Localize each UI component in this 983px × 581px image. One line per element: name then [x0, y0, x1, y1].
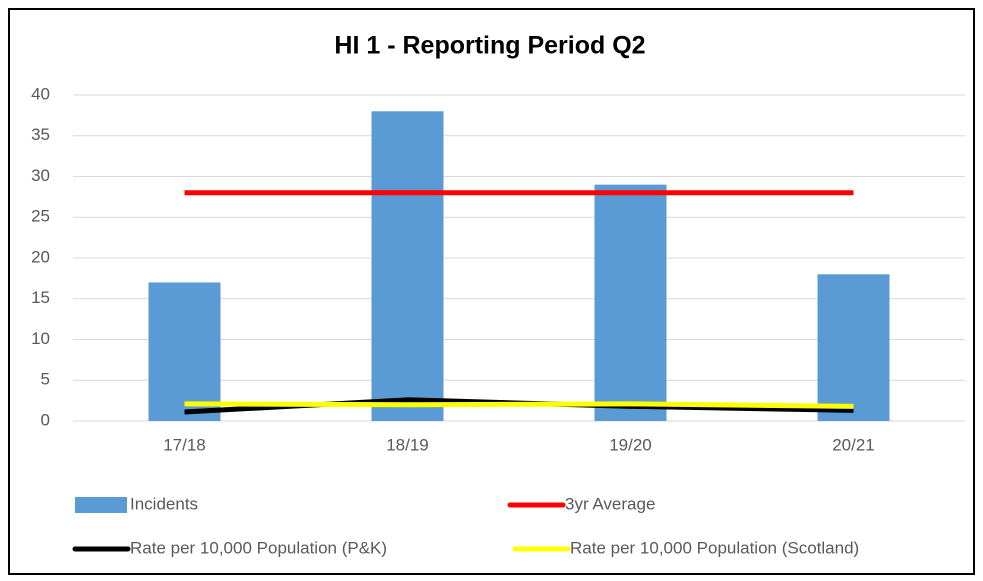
legend-label: Rate per 10,000 Population (P&K)	[130, 538, 387, 557]
legend-swatch	[75, 497, 127, 513]
legend-label: Rate per 10,000 Population (Scotland)	[570, 538, 859, 557]
legend-label: 3yr Average	[565, 494, 655, 513]
y-tick-label: 15	[31, 288, 50, 307]
y-tick-label: 25	[31, 207, 50, 226]
bar	[371, 111, 444, 422]
chart-title: HI 1 - Reporting Period Q2	[334, 32, 645, 60]
y-tick-label: 40	[31, 84, 50, 103]
line	[184, 401, 854, 409]
y-tick-label: 20	[31, 247, 50, 266]
y-tick-label: 10	[31, 329, 50, 348]
y-tick-label: 0	[41, 410, 50, 429]
legend-label: Incidents	[130, 494, 198, 513]
bar	[817, 274, 890, 421]
x-tick-label: 19/20	[609, 435, 652, 454]
x-tick-label: 18/19	[386, 435, 429, 454]
bar	[594, 184, 667, 421]
y-tick-label: 30	[31, 166, 50, 185]
y-tick-label: 5	[41, 370, 50, 389]
bar	[148, 282, 221, 421]
y-tick-label: 35	[31, 125, 50, 144]
x-tick-label: 20/21	[832, 435, 875, 454]
x-tick-label: 17/18	[163, 435, 206, 454]
